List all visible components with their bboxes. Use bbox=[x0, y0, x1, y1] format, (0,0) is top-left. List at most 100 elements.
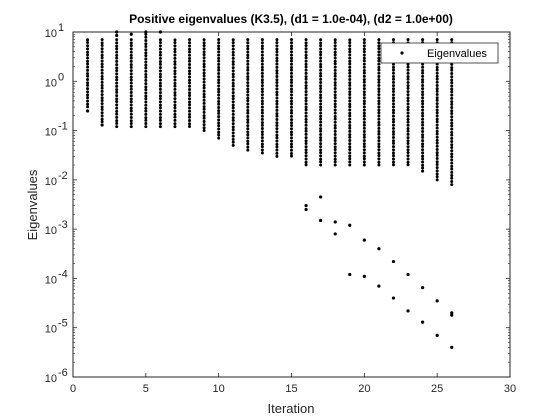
data-point bbox=[173, 87, 177, 91]
data-point bbox=[348, 114, 352, 118]
data-point bbox=[304, 68, 308, 72]
data-point bbox=[246, 111, 250, 115]
data-point bbox=[450, 149, 454, 153]
data-point bbox=[362, 83, 366, 87]
data-point bbox=[217, 99, 221, 103]
data-point bbox=[362, 114, 366, 118]
data-point bbox=[173, 97, 177, 101]
data-point bbox=[435, 123, 439, 127]
data-point bbox=[348, 87, 352, 91]
data-point bbox=[450, 152, 454, 156]
data-point bbox=[115, 66, 119, 70]
data-point bbox=[290, 81, 293, 85]
data-point bbox=[260, 127, 264, 131]
y-tick-exponent: -4 bbox=[58, 268, 68, 280]
data-point bbox=[275, 145, 279, 149]
data-point bbox=[144, 60, 148, 64]
data-point bbox=[260, 117, 264, 121]
data-point bbox=[231, 131, 235, 135]
data-point bbox=[377, 145, 381, 149]
data-point bbox=[173, 50, 177, 54]
data-point bbox=[304, 86, 308, 90]
data-point bbox=[231, 75, 235, 79]
data-point bbox=[435, 151, 439, 155]
y-tick-label: 10 bbox=[45, 77, 57, 89]
data-point bbox=[377, 130, 381, 134]
data-point bbox=[406, 102, 410, 106]
data-point bbox=[450, 176, 454, 180]
data-point bbox=[115, 106, 119, 110]
data-point bbox=[246, 62, 250, 66]
data-point bbox=[377, 102, 381, 106]
data-point bbox=[319, 154, 323, 158]
data-point bbox=[421, 120, 425, 124]
data-point bbox=[202, 74, 206, 78]
data-point bbox=[333, 96, 337, 100]
data-point bbox=[406, 93, 410, 97]
data-point bbox=[319, 138, 323, 142]
data-point bbox=[246, 142, 250, 146]
data-point bbox=[275, 130, 279, 134]
data-point bbox=[231, 122, 235, 126]
data-point bbox=[129, 78, 133, 82]
data-point bbox=[173, 84, 177, 88]
legend: Eigenvalues bbox=[380, 42, 499, 64]
data-point bbox=[377, 160, 381, 164]
data-point bbox=[86, 96, 90, 100]
data-point bbox=[319, 160, 323, 164]
data-point bbox=[450, 109, 454, 113]
data-point bbox=[202, 62, 206, 66]
data-point bbox=[217, 56, 221, 60]
data-point bbox=[406, 272, 410, 277]
data-point bbox=[319, 99, 323, 103]
data-point bbox=[377, 65, 381, 69]
y-tick-exponent: 0 bbox=[58, 71, 64, 83]
y-tick-label: 10 bbox=[45, 274, 57, 286]
data-point bbox=[188, 103, 192, 107]
data-point bbox=[435, 157, 439, 161]
data-point bbox=[158, 100, 162, 104]
x-tick-label: 15 bbox=[285, 383, 297, 395]
data-point bbox=[435, 105, 439, 109]
data-point bbox=[173, 91, 177, 95]
data-point bbox=[86, 59, 90, 63]
data-point bbox=[319, 50, 323, 54]
data-point bbox=[333, 77, 337, 81]
data-point bbox=[435, 77, 439, 81]
data-point bbox=[86, 56, 90, 60]
data-point bbox=[158, 118, 162, 122]
data-point bbox=[217, 109, 221, 113]
data-point bbox=[246, 41, 250, 45]
data-point bbox=[450, 174, 454, 178]
data-point bbox=[319, 47, 323, 51]
data-point bbox=[435, 147, 439, 151]
data-point bbox=[333, 62, 337, 66]
data-point bbox=[362, 274, 366, 278]
data-point bbox=[129, 75, 133, 79]
data-point bbox=[246, 81, 250, 85]
data-point bbox=[275, 112, 279, 116]
data-point bbox=[115, 41, 119, 45]
data-point bbox=[377, 38, 381, 42]
data-point bbox=[421, 111, 425, 115]
data-point bbox=[129, 47, 133, 51]
data-point bbox=[362, 62, 366, 66]
data-point bbox=[304, 90, 308, 94]
data-point bbox=[202, 38, 206, 42]
data-point bbox=[231, 84, 235, 88]
data-point bbox=[290, 50, 293, 54]
data-point bbox=[188, 100, 192, 104]
data-point bbox=[304, 56, 308, 60]
data-point bbox=[86, 53, 90, 57]
data-point bbox=[348, 81, 352, 85]
data-point bbox=[144, 78, 148, 82]
data-point bbox=[391, 139, 395, 143]
y-tick-exponent: -6 bbox=[58, 367, 68, 379]
data-point bbox=[319, 38, 323, 42]
data-point bbox=[158, 62, 162, 66]
data-point bbox=[231, 53, 235, 57]
data-point bbox=[406, 151, 410, 155]
data-point bbox=[260, 148, 264, 152]
data-point bbox=[115, 44, 119, 48]
data-point bbox=[377, 78, 381, 82]
